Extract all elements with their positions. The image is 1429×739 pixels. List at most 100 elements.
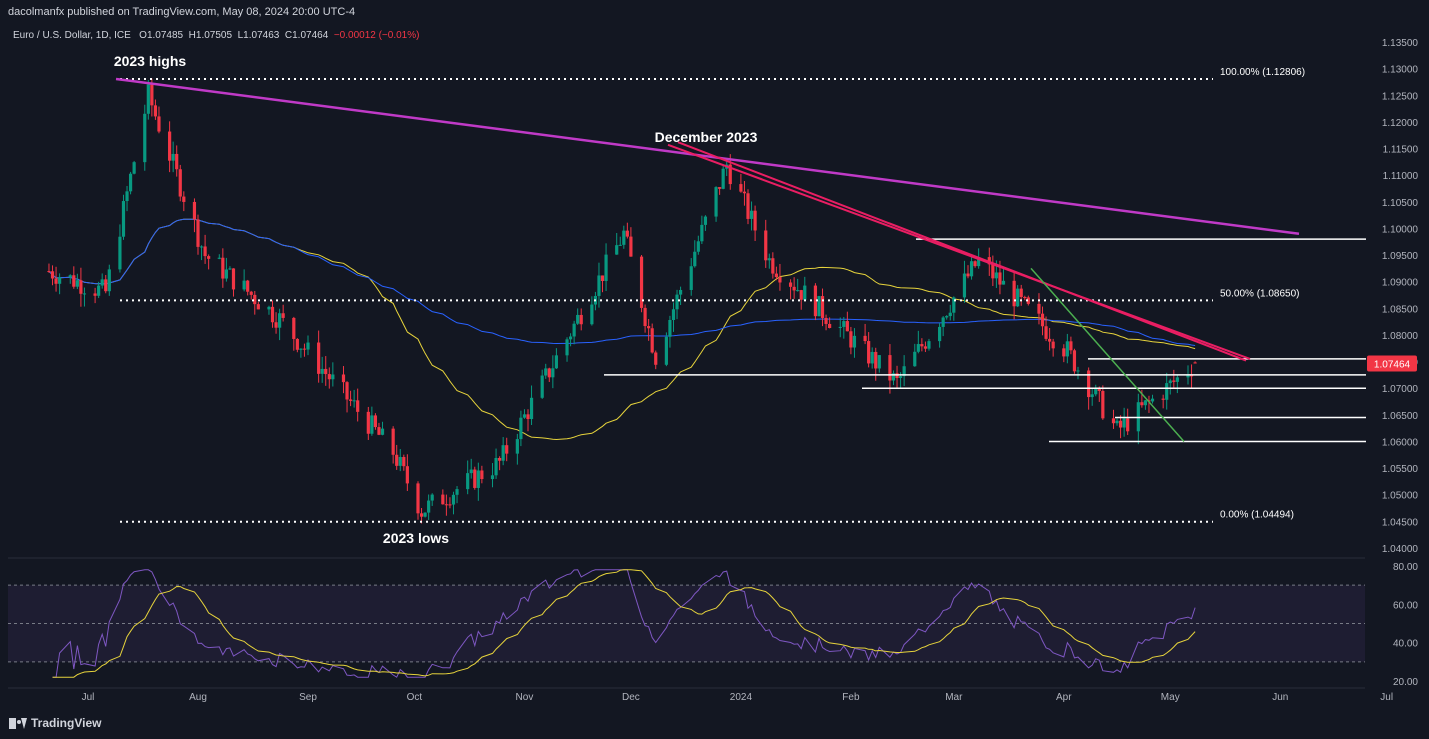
candle-body [72, 275, 76, 287]
last-price-badge [1367, 355, 1417, 372]
candle-body [746, 193, 750, 219]
candle-body [526, 414, 530, 420]
candle-body [231, 268, 236, 290]
candle-body [1126, 418, 1130, 432]
candle-body [877, 355, 881, 369]
candle-body [370, 415, 374, 434]
candle-body [721, 168, 725, 189]
price-tick-label: 1.11500 [1383, 145, 1419, 156]
candle-body [1040, 313, 1045, 327]
candle-body [898, 376, 903, 379]
candle-body [1037, 303, 1041, 314]
price-tick-label: 1.06500 [1382, 411, 1419, 422]
price-tick-label: 1.06000 [1382, 437, 1419, 448]
price-tick-label: 1.13000 [1382, 65, 1419, 76]
candle-body [544, 368, 548, 376]
candle-body [498, 458, 502, 461]
time-tick-label: Nov [516, 692, 534, 703]
candle-body [973, 261, 977, 267]
candle-body [551, 368, 555, 378]
candle-body [629, 236, 633, 257]
candle-body [427, 500, 431, 513]
candle-body [969, 261, 974, 277]
candle-body [1097, 387, 1101, 391]
candle-body [146, 84, 150, 114]
time-tick-label: 2024 [730, 692, 753, 703]
chart-annotation: 2023 lows [383, 530, 449, 546]
candle-body [647, 326, 651, 329]
candle-body [948, 312, 952, 317]
candle-body [849, 331, 853, 348]
candle-body [693, 251, 697, 267]
candle-body [590, 304, 594, 325]
candle-body [132, 162, 136, 174]
candle-body [97, 285, 101, 296]
candle-body [966, 273, 970, 277]
candle-body [182, 196, 186, 202]
candle-body [902, 366, 906, 377]
candle-body [107, 269, 111, 292]
candle-body [792, 286, 796, 291]
candle-body [828, 323, 832, 328]
price-tick-label: 1.11000 [1383, 171, 1419, 182]
candle-body [466, 473, 470, 490]
candle-body [852, 335, 857, 348]
candle-body [774, 273, 778, 278]
chart-annotation: December 2023 [655, 129, 758, 145]
candle-body [448, 504, 452, 506]
tradingview-icon [9, 717, 27, 729]
candle-body [352, 400, 356, 402]
candle-body [778, 277, 782, 283]
candle-body [799, 290, 803, 300]
drawings [115, 77, 1366, 523]
candle-body [75, 280, 79, 287]
ma-fast-line [48, 218, 1196, 441]
candle-body [796, 290, 800, 292]
candle-body [842, 321, 846, 327]
candle-body [1001, 280, 1006, 285]
candle-body [540, 375, 544, 398]
price-axis: 1.13500 1.13000 1.12500 1.12000 1.11500 1.110… [1367, 38, 1418, 555]
price-tick-label: 1.12500 [1382, 91, 1419, 102]
candle-body [395, 454, 399, 466]
price-tick-label: 1.08500 [1382, 304, 1419, 315]
candle-body [703, 216, 708, 225]
time-tick-label: Aug [189, 692, 207, 703]
last-price-label: 1.07464 [1374, 359, 1411, 370]
candle-body [714, 187, 718, 217]
candle-body [54, 278, 58, 284]
green-trendline [1030, 267, 1185, 442]
candle-body [618, 244, 622, 246]
candle-body [221, 257, 225, 279]
candle-body [547, 368, 551, 378]
time-tick-label: Jul [1380, 692, 1393, 703]
candle-body [377, 427, 381, 435]
candle-body [952, 297, 956, 313]
candle-body [104, 279, 108, 292]
candle-body [519, 417, 523, 440]
time-tick-label: Jun [1272, 692, 1288, 703]
candle-body [1150, 398, 1155, 402]
candle-body [554, 355, 558, 369]
candle-body [700, 224, 704, 242]
time-tick-label: Jul [82, 692, 95, 703]
time-tick-label: Feb [842, 692, 860, 703]
candle-body [490, 475, 495, 480]
candle-body [945, 316, 949, 318]
candle-body [991, 264, 995, 279]
candle-body [270, 306, 275, 323]
candle-body [480, 470, 484, 480]
fib-level-label: 100.00% (1.12806) [1220, 67, 1305, 78]
candle-body [79, 280, 83, 294]
ohlc-high: H1.07505 [188, 30, 233, 41]
symbol-name[interactable]: Euro / U.S. Dollar, 1D, ICE [13, 30, 131, 41]
candle-body [178, 169, 182, 197]
fib-level-label: 0.00% (1.04494) [1220, 510, 1294, 521]
candle-body [888, 355, 892, 381]
price-tick-label: 1.10000 [1382, 224, 1419, 235]
rsi-tick-label: 60.00 [1393, 600, 1418, 611]
candle-body [175, 153, 179, 170]
candle-body [728, 164, 732, 185]
tradingview-logo[interactable]: TradingView [9, 716, 101, 730]
